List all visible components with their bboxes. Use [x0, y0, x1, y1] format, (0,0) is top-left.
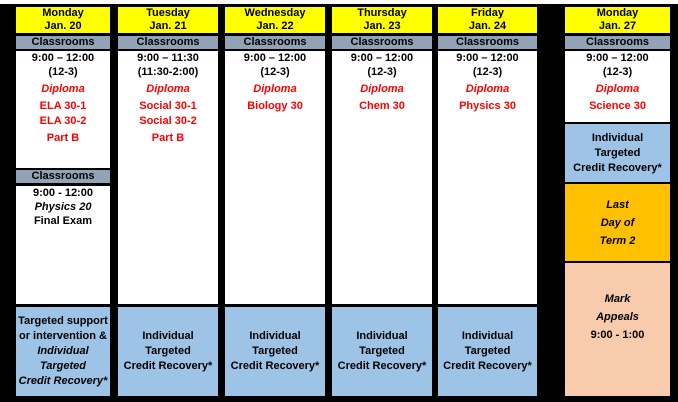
exam-block-thursday-jan-23: 9:00 – 12:00 (12-3) Diploma Chem 30: [332, 51, 432, 304]
day-header-friday-jan-24: Friday Jan. 24: [438, 7, 537, 33]
mark-appeals-line: Appeals: [596, 310, 639, 323]
day-header-tuesday-jan-21: Tuesday Jan. 21: [118, 7, 218, 33]
final-exam-block-monday-jan-20: 9:00 - 12:00 Physics 20 Final Exam: [16, 186, 110, 304]
exam-block-monday-jan-20: 9:00 – 12:00 (12-3) Diploma ELA 30-1 ELA…: [16, 51, 110, 168]
classrooms-bar: Classrooms: [332, 36, 432, 49]
last-day-line: Day of: [600, 216, 635, 229]
footer-line: Targeted: [39, 360, 87, 372]
footer-line: Credit Recovery*: [123, 360, 213, 372]
exam-note: Final Exam: [33, 215, 93, 227]
exam-block-monday-jan-27: 9:00 – 12:00 (12-3) Diploma Science 30: [565, 51, 670, 122]
footer-line: Targeted: [464, 345, 511, 357]
classrooms-bar: Classrooms: [438, 36, 537, 49]
credit-recovery-box: Individual Targeted Credit Recovery*: [225, 307, 325, 396]
last-day-line: Term 2: [599, 234, 636, 247]
course-name: Science 30: [589, 100, 646, 112]
day-label: Tuesday: [146, 7, 190, 19]
day-label: Wednesday: [244, 7, 306, 19]
exam-type: Diploma: [146, 83, 190, 95]
footer-line: Individual: [591, 131, 644, 144]
exam-time: 9:00 – 11:30: [137, 52, 199, 64]
last-day-line: Last: [606, 198, 629, 211]
footer-line: Credit Recovery*: [337, 360, 427, 372]
footer-line: Targeted: [145, 345, 191, 357]
exam-alt-time: (12-3): [48, 66, 78, 78]
classrooms-bar: Classrooms: [225, 36, 325, 49]
credit-recovery-box: Individual Targeted Credit Recovery*: [438, 307, 537, 396]
footer-line: Credit Recovery*: [18, 375, 108, 387]
course-name: Part B: [151, 132, 185, 144]
day-header-monday-jan-27: Monday Jan. 27: [565, 7, 670, 33]
mark-appeals-line: Mark: [604, 292, 631, 305]
exam-block-wednesday-jan-22: 9:00 – 12:00 (12-3) Diploma Biology 30: [225, 51, 325, 304]
course-name: ELA 30-2: [39, 115, 87, 127]
course-name: Physics 30: [459, 100, 516, 112]
mark-appeals-time: 9:00 - 1:00: [590, 328, 645, 341]
footer-line: Individual: [249, 330, 301, 342]
exam-time: 9:00 – 12:00: [243, 52, 307, 64]
credit-recovery-box: Individual Targeted Credit Recovery*: [565, 124, 670, 182]
credit-recovery-box: Targeted support or intervention & Indiv…: [16, 307, 110, 396]
classrooms-bar: Classrooms: [565, 36, 670, 49]
footer-line: Individual: [461, 330, 514, 342]
date-label: Jan. 27: [598, 20, 637, 32]
exam-alt-time: (12-3): [602, 66, 633, 78]
exam-time: 9:00 – 12:00: [350, 52, 414, 64]
footer-line: Credit Recovery*: [230, 360, 320, 372]
classrooms-bar: Classrooms: [118, 36, 218, 49]
footer-line: or intervention &: [18, 330, 107, 342]
course-name: Chem 30: [359, 100, 405, 112]
exam-time: 9:00 - 12:00: [33, 187, 93, 199]
footer-line: Targeted support: [18, 315, 108, 327]
date-label: Jan. 23: [363, 20, 401, 32]
footer-line: Individual: [142, 330, 194, 342]
course-name: Part B: [46, 132, 80, 144]
exam-time: 9:00 – 12:00: [586, 52, 649, 64]
date-label: Jan. 22: [256, 20, 294, 32]
course-name: ELA 30-1: [39, 100, 87, 112]
footer-line: Credit Recovery*: [443, 360, 532, 372]
exam-time: 9:00 – 12:00: [31, 52, 95, 64]
footer-line: Individual: [37, 345, 89, 357]
date-label: Jan. 24: [468, 20, 507, 32]
day-label: Monday: [42, 7, 84, 19]
last-day-of-term-box: Last Day of Term 2: [565, 184, 670, 261]
course-name: Social 30-1: [139, 100, 197, 112]
day-label: Monday: [596, 7, 639, 19]
exam-type: Diploma: [253, 83, 297, 95]
footer-line: Individual: [356, 330, 408, 342]
exam-type: Diploma: [41, 83, 85, 95]
credit-recovery-box: Individual Targeted Credit Recovery*: [332, 307, 432, 396]
exam-block-tuesday-jan-21: 9:00 – 11:30 (11:30-2:00) Diploma Social…: [118, 51, 218, 304]
exam-alt-time: (12-3): [367, 66, 397, 78]
footer-line: Credit Recovery*: [573, 161, 662, 174]
course-name: Biology 30: [247, 100, 303, 112]
credit-recovery-box: Individual Targeted Credit Recovery*: [118, 307, 218, 396]
exam-alt-time: (12-3): [260, 66, 290, 78]
day-label: Friday: [470, 7, 504, 19]
exam-type: Diploma: [360, 83, 404, 95]
exam-alt-time: (12-3): [472, 66, 503, 78]
day-header-monday-jan-20: Monday Jan. 20: [16, 7, 110, 33]
classrooms-bar-second: Classrooms: [16, 170, 110, 183]
day-header-wednesday-jan-22: Wednesday Jan. 22: [225, 7, 325, 33]
course-name: Social 30-2: [139, 115, 197, 127]
footer-line: Targeted: [359, 345, 405, 357]
date-label: Jan. 21: [149, 20, 187, 32]
footer-line: Targeted: [252, 345, 298, 357]
exam-type: Diploma: [595, 83, 640, 95]
day-header-thursday-jan-23: Thursday Jan. 23: [332, 7, 432, 33]
mark-appeals-box: Mark Appeals 9:00 - 1:00: [565, 263, 670, 396]
day-label: Thursday: [357, 7, 407, 19]
classrooms-bar: Classrooms: [16, 36, 110, 49]
footer-line: Targeted: [594, 146, 641, 159]
course-name: Physics 20: [34, 201, 92, 213]
exam-alt-time: (11:30-2:00): [137, 66, 199, 78]
exam-block-friday-jan-24: 9:00 – 12:00 (12-3) Diploma Physics 30: [438, 51, 537, 304]
exam-type: Diploma: [465, 83, 510, 95]
date-label: Jan. 20: [44, 20, 82, 32]
exam-time: 9:00 – 12:00: [456, 52, 519, 64]
